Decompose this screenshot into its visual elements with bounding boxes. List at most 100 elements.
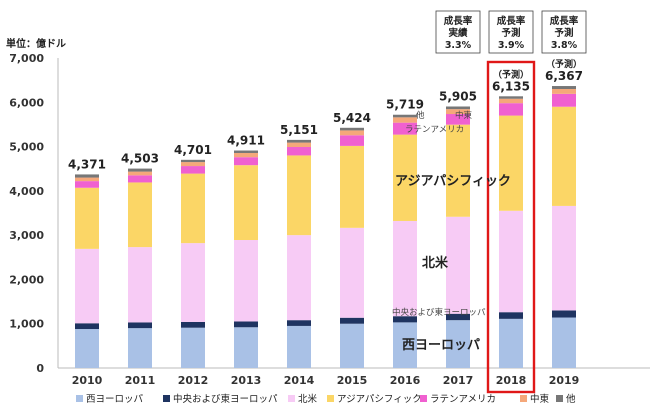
- bar-segment: [75, 323, 99, 330]
- bar-segment: [340, 145, 364, 228]
- bar-segment: [446, 313, 470, 321]
- growth-label: 成長率: [550, 15, 579, 27]
- bar-segment: [287, 147, 311, 156]
- bar-segment: [287, 320, 311, 326]
- bar-segment: [446, 124, 470, 217]
- x-tick-label: 2010: [72, 374, 103, 387]
- bar-segment: [128, 171, 152, 176]
- bar-segment: [552, 205, 576, 311]
- x-tick-label: 2012: [178, 374, 209, 387]
- growth-type: 実績: [448, 27, 468, 39]
- growth-box: [488, 10, 534, 54]
- legend-swatch: [520, 395, 527, 402]
- bar-segment: [181, 321, 205, 328]
- x-tick-label: 2018: [496, 374, 527, 387]
- bar-segment: [128, 182, 152, 248]
- unit-label: 単位：億ドル: [6, 37, 66, 50]
- legend-swatch: [288, 395, 295, 402]
- legend: 西ヨーロッパ 中央および東ヨーロッパ 北米 アジアパシフィック ラテンアメリカ 中東 他: [76, 393, 576, 405]
- bar-segment: [234, 150, 258, 153]
- bar-segment: [234, 157, 258, 166]
- x-tick-label: 2011: [125, 374, 156, 387]
- legend-swatch: [76, 395, 83, 402]
- bars: [75, 86, 576, 368]
- x-tick-label: 2015: [337, 374, 368, 387]
- legend-swatch: [327, 395, 334, 402]
- annotation-we: 西ヨーロッパ: [402, 338, 480, 353]
- legend-label: 北米: [298, 393, 318, 405]
- bar-segment: [552, 89, 576, 94]
- x-tick-label: 2017: [443, 374, 474, 387]
- bar-segment: [499, 210, 523, 313]
- bar-segment: [552, 317, 576, 368]
- bar-total-label: 5,151: [280, 123, 318, 137]
- legend-label: 中央および東ヨーロッパ: [173, 393, 278, 405]
- bar-segment: [181, 243, 205, 322]
- legend-label: アジアパシフィック: [337, 394, 422, 405]
- bar-segment: [75, 174, 99, 178]
- bar-total-label: 4,371: [68, 157, 106, 171]
- bar-segment: [393, 134, 417, 221]
- bar-segment: [181, 162, 205, 167]
- forecast-note: （予測）: [546, 58, 582, 70]
- growth-value: 3.9%: [498, 40, 525, 51]
- legend-swatch: [163, 395, 170, 402]
- bar-segment: [552, 310, 576, 318]
- bar-segment: [234, 240, 258, 322]
- annotation-na: 北米: [422, 255, 449, 271]
- bar-segment: [446, 106, 470, 110]
- bar-total-label: 6,367: [545, 69, 583, 83]
- bar-segment: [499, 98, 523, 104]
- annotation-mideast: 中東: [455, 110, 473, 121]
- bar-segment: [340, 317, 364, 324]
- growth-type: 予測: [554, 27, 573, 39]
- bar-segment: [287, 235, 311, 321]
- bar-segment: [234, 165, 258, 241]
- bar-segment: [234, 152, 258, 158]
- growth-box: [541, 10, 587, 54]
- legend-label: 他: [566, 393, 576, 405]
- bar-total-label: 4,701: [174, 143, 212, 157]
- bar-total-label: 4,911: [227, 134, 265, 148]
- legend-swatch: [556, 395, 563, 402]
- x-tick-label: 2019: [549, 374, 580, 387]
- y-tick-label: 2,000: [9, 273, 44, 286]
- bar-segment: [181, 166, 205, 174]
- bar-segment: [128, 168, 152, 172]
- bar-total-label: 5,905: [439, 89, 477, 103]
- x-tick-label: 2016: [390, 374, 421, 387]
- bar-segment: [340, 135, 364, 146]
- bar-segment: [393, 122, 417, 135]
- bar-total-label: 5,719: [386, 98, 424, 112]
- bar-segment: [340, 127, 364, 131]
- annotation-asia: アジアパシフィック: [395, 174, 511, 189]
- bar-total-label: 5,424: [333, 111, 371, 125]
- legend-swatch: [420, 395, 427, 402]
- y-tick-label: 0: [36, 362, 44, 375]
- bar-segment: [75, 329, 99, 368]
- bar-segment: [128, 175, 152, 183]
- legend-label: 中東: [530, 393, 550, 405]
- y-tick-label: 7,000: [9, 52, 44, 65]
- bar-segment: [499, 115, 523, 211]
- bar-segment: [393, 220, 417, 317]
- bar-segment: [446, 109, 470, 115]
- legend-label: 西ヨーロッパ: [86, 394, 144, 405]
- y-tick-label: 6,000: [9, 96, 44, 109]
- bar-segment: [287, 155, 311, 236]
- bar-segment: [499, 312, 523, 319]
- bar-segment: [446, 114, 470, 125]
- bar-segment: [446, 320, 470, 368]
- legend-label: ラテンアメリカ: [430, 394, 496, 405]
- bar-segment: [552, 86, 576, 89]
- y-tick-label: 3,000: [9, 229, 44, 242]
- bar-total-label: 4,503: [121, 152, 159, 166]
- bar-segment: [340, 130, 364, 136]
- bar-segment: [181, 327, 205, 368]
- bar-total-label: 6,135: [492, 79, 530, 93]
- y-tick-label: 1,000: [9, 318, 44, 331]
- bar-segment: [181, 173, 205, 244]
- highlight-box: [486, 60, 536, 394]
- y-tick-label: 5,000: [9, 141, 44, 154]
